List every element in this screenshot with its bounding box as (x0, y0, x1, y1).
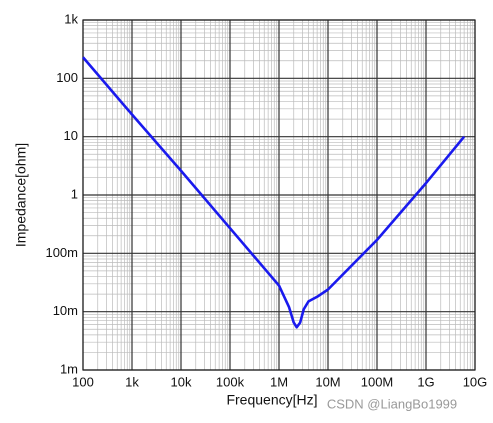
x-tick-label: 1M (270, 374, 288, 389)
y-tick-label: 10 (64, 128, 78, 143)
x-tick-label: 10M (315, 374, 340, 389)
x-tick-label: 100k (216, 374, 245, 389)
watermark: CSDN @LiangBo1999 (327, 396, 457, 411)
y-tick-label: 1k (64, 11, 78, 26)
plot-border (82, 19, 476, 371)
y-tick-label: 10m (53, 303, 78, 318)
y-axis-label: Impedance[ohm] (13, 143, 29, 247)
x-tick-label: 10G (463, 374, 488, 389)
x-tick-label: 100M (361, 374, 394, 389)
x-tick-label: 1k (125, 374, 139, 389)
x-axis-label: Frequency[Hz] (226, 392, 317, 408)
y-tick-label: 100m (45, 245, 78, 260)
x-tick-label: 100 (72, 374, 94, 389)
y-tick-label: 1m (60, 361, 78, 376)
x-tick-label: 1G (417, 374, 434, 389)
x-tick-label: 10k (171, 374, 192, 389)
impedance-line (82, 56, 466, 329)
y-tick-label: 1 (71, 186, 78, 201)
y-tick-label: 100 (56, 70, 78, 85)
